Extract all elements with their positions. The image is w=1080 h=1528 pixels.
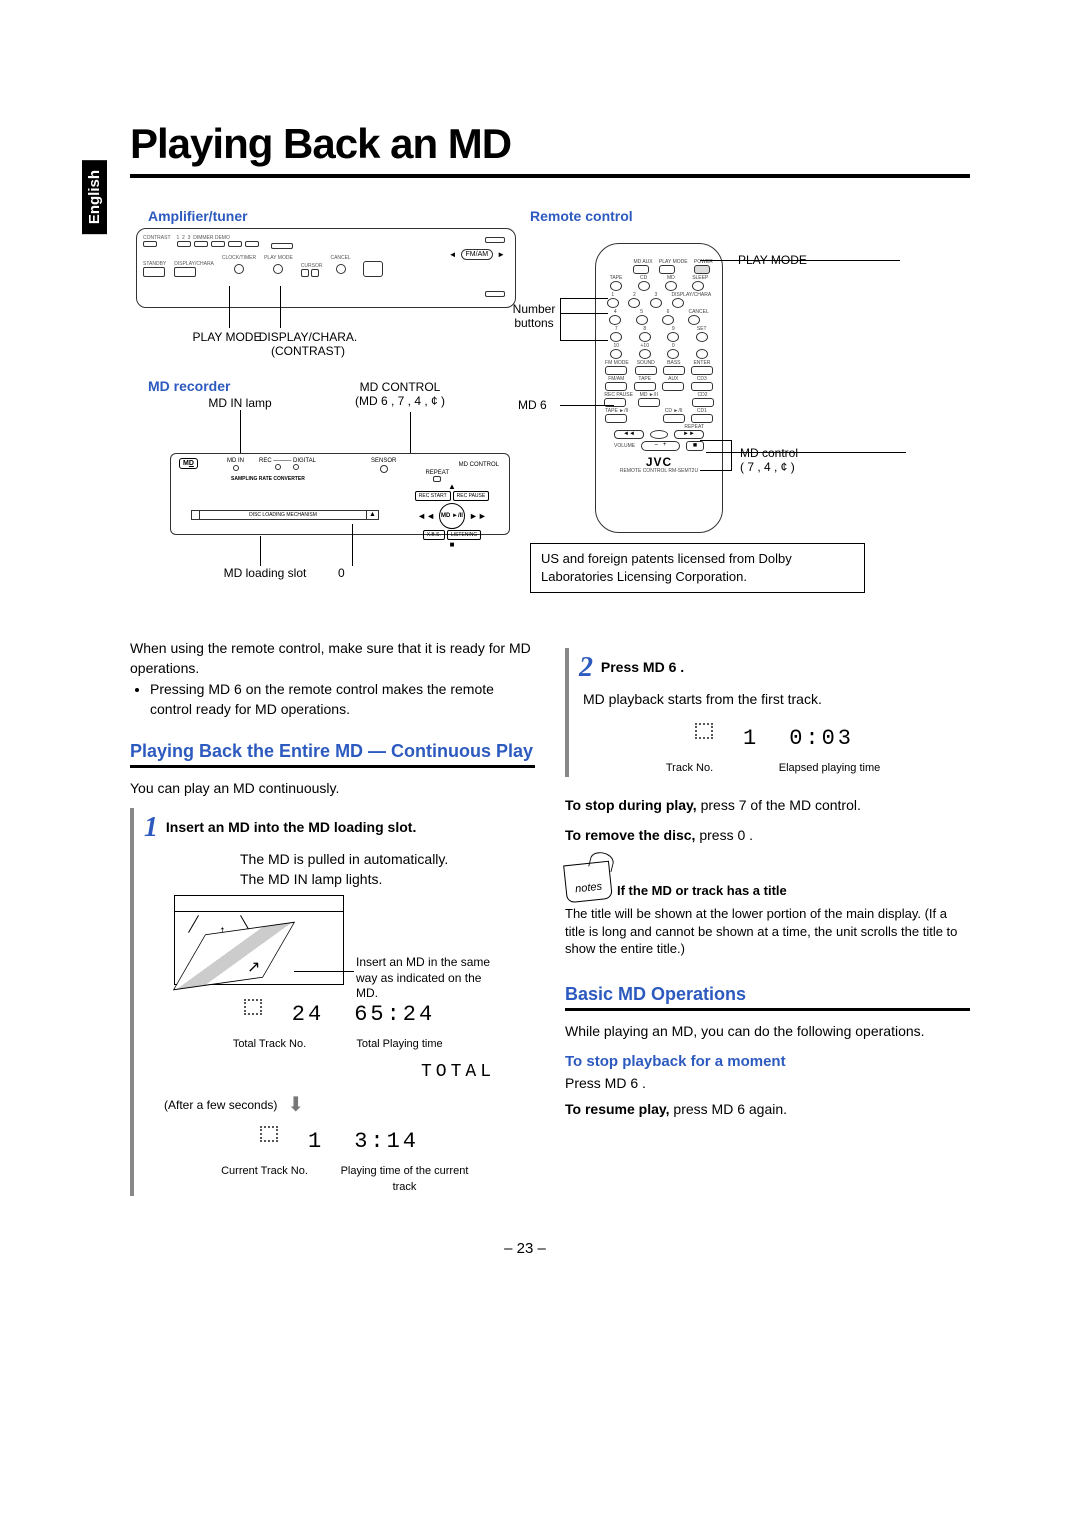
right-column: 2 Press MD 6 . MD playback starts from t…: [565, 638, 970, 1210]
page-number: – 23 –: [80, 1240, 970, 1257]
stop-moment-text: Press MD 6 .: [565, 1073, 970, 1093]
md-icon: [695, 723, 713, 739]
jvc-logo: JVC: [596, 455, 722, 469]
note-body: The title will be shown at the lower por…: [565, 905, 970, 958]
continuous-intro: You can play an MD continuously.: [130, 778, 535, 798]
label-playmode-r: PLAY MODE: [738, 253, 838, 267]
md-icon: [244, 999, 262, 1015]
amp-label: Amplifier/tuner: [148, 208, 248, 224]
section-continuous-play: Playing Back the Entire MD — Continuous …: [130, 741, 535, 768]
display-current: 1 3:14: [144, 1126, 535, 1158]
mdrec-diagram: MD MD IN REC ——— DIGITAL SENSOR MD CONTR…: [170, 453, 510, 535]
note-heading: If the MD or track has a title: [617, 882, 787, 901]
step2-title: Press MD 6 .: [601, 659, 684, 675]
md-icon: [260, 1126, 278, 1142]
display-total: 24 65:24: [144, 999, 535, 1031]
intro-bullet: Pressing MD 6 on the remote control make…: [150, 679, 535, 720]
left-column: When using the remote control, make sure…: [130, 638, 535, 1210]
label-mdin: MD IN lamp: [180, 396, 300, 410]
arrow-down-icon: ⬇: [287, 1091, 304, 1120]
step-2: 2 Press MD 6 . MD playback starts from t…: [565, 648, 970, 777]
step1-title: Insert an MD into the MD loading slot.: [166, 819, 416, 835]
resume-text: To resume play, press MD 6 again.: [565, 1099, 970, 1119]
remote-diagram: MD AUX PLAY MODE POWER TAPE CD MD SLEEP …: [595, 243, 723, 533]
display-total-label: TOTAL: [144, 1059, 495, 1085]
after-seconds: (After a few seconds): [164, 1097, 277, 1114]
step-number-1: 1: [144, 812, 158, 843]
label-mdcontrol-r: MD control( 7 , 4 , ¢ ): [740, 446, 860, 475]
stop-text: To stop during play, press 7 of the MD c…: [565, 795, 970, 815]
step-number-2: 2: [579, 652, 593, 683]
diagram-area: Amplifier/tuner Remote control CONTRAST …: [130, 208, 970, 608]
basic-ops-intro: While playing an MD, you can do the foll…: [565, 1021, 970, 1041]
patent-notice: US and foreign patents licensed from Dol…: [530, 543, 865, 593]
insert-hint: Insert an MD in the same way as indicate…: [356, 955, 496, 1002]
notes-icon: notes: [563, 861, 613, 904]
label-eject: 0: [338, 566, 345, 580]
section-basic-ops: Basic MD Operations: [565, 984, 970, 1011]
amp-diagram: CONTRAST 1 2 3 DIMMER DEMO STANDBY DISPL…: [136, 228, 516, 308]
label-md6: MD 6: [518, 398, 547, 412]
stop-moment-heading: To stop playback for a moment: [565, 1051, 970, 1073]
intro-text: When using the remote control, make sure…: [130, 638, 535, 679]
label-mdslot: MD loading slot: [200, 566, 330, 580]
label-numbuttons: Number buttons: [504, 302, 564, 331]
step-1: 1 Insert an MD into the MD loading slot.…: [130, 808, 535, 1196]
remove-text: To remove the disc, press 0 .: [565, 825, 970, 845]
remote-label: Remote control: [530, 208, 633, 224]
label-dispchara: DISPLAY/CHARA.(CONTRAST): [238, 330, 378, 359]
label-mdcontrol: MD CONTROL(MD 6 , 7 , 4 , ¢ ): [330, 380, 470, 409]
language-tab: English: [82, 160, 107, 234]
display-playback: 1 0:03: [579, 723, 970, 755]
page-title: Playing Back an MD: [130, 120, 970, 178]
mdrec-label: MD recorder: [148, 378, 230, 394]
